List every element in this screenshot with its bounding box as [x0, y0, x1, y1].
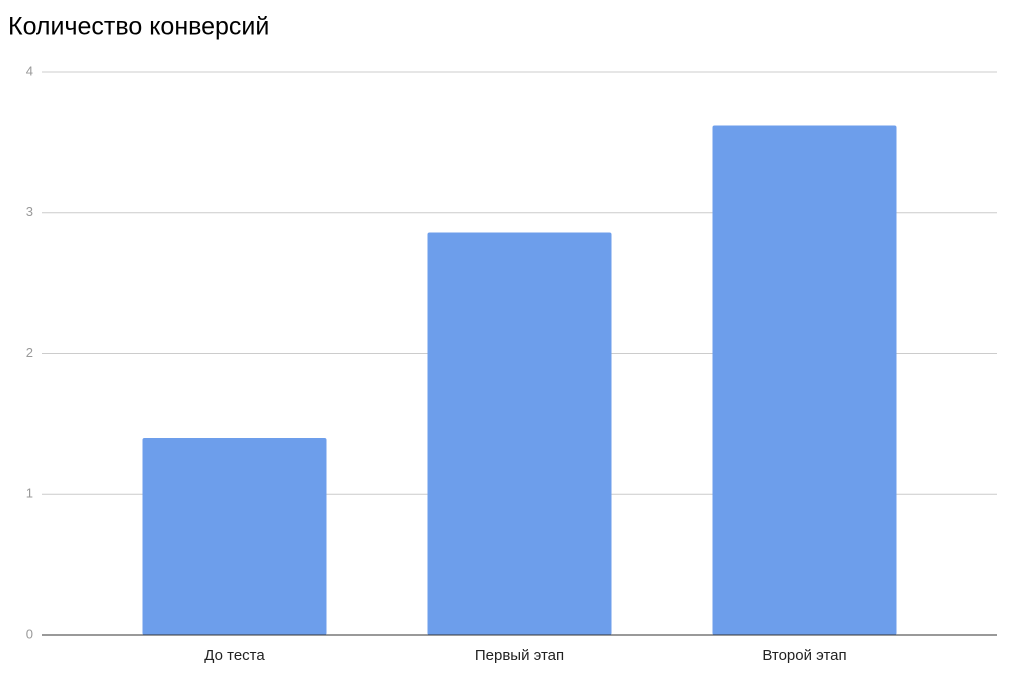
x-tick-label: До теста [204, 647, 265, 664]
y-tick-label: 0 [26, 626, 33, 641]
y-tick-label: 2 [26, 345, 33, 360]
chart-title: Количество конверсий [8, 13, 269, 41]
bar [142, 437, 327, 635]
bar [427, 232, 612, 635]
y-tick-label: 3 [26, 204, 33, 219]
x-tick-label: Первый этап [475, 647, 564, 664]
y-tick-label: 1 [26, 486, 33, 501]
y-tick-label: 4 [26, 63, 33, 78]
bar [712, 125, 897, 636]
x-tick-label: Второй этап [762, 647, 846, 664]
